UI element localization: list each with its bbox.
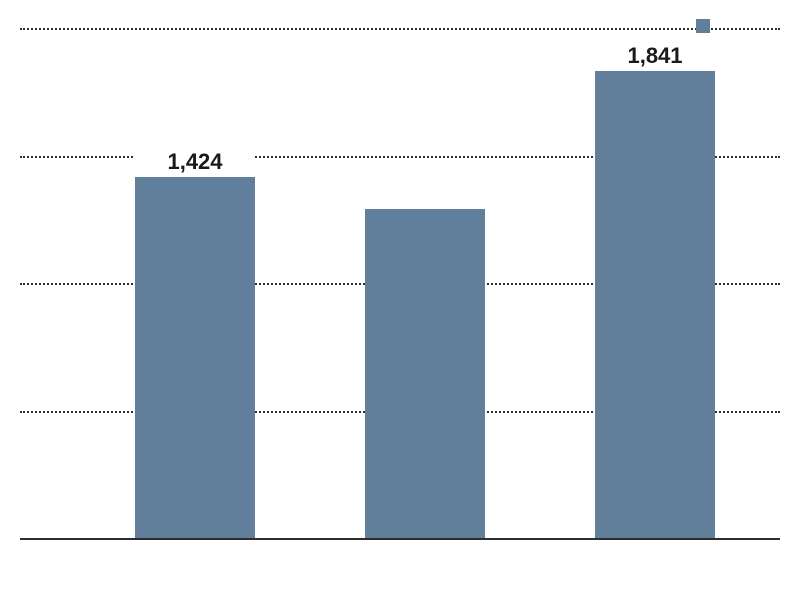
bar-value-label: 1,841 [595,41,715,71]
x-axis [20,538,780,540]
bar-chart: 1,424 1,841 [0,0,800,600]
plot-area: 1,424 1,841 [20,30,780,540]
bar [595,71,715,540]
bar [365,209,485,541]
legend-marker [696,19,710,33]
bar-value-label: 1,424 [135,147,255,177]
gridline [20,28,780,30]
bar [135,177,255,540]
